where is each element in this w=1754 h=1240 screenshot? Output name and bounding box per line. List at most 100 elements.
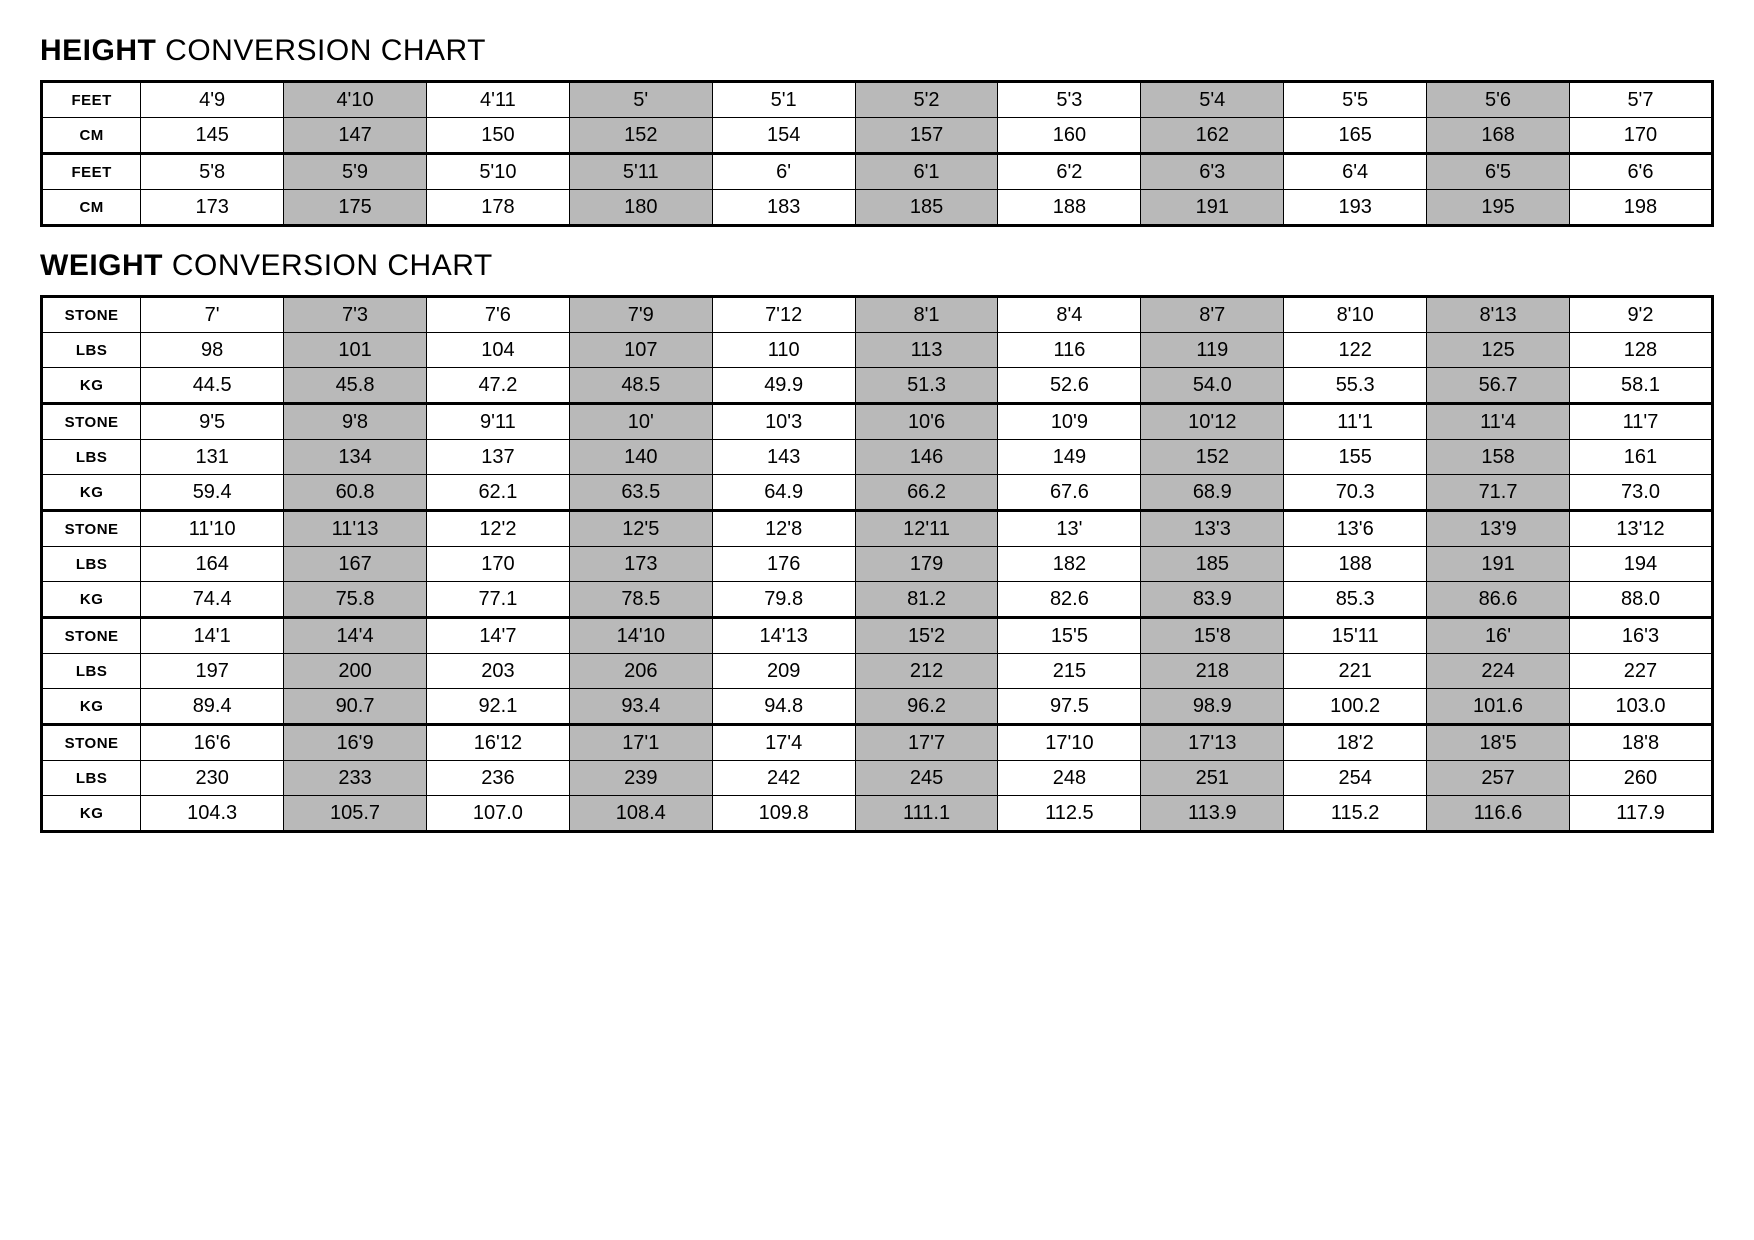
stone-cell: 14'7 <box>426 618 569 654</box>
lbs-cell: 233 <box>284 761 427 796</box>
feet-cell: 5'5 <box>1284 82 1427 118</box>
lbs-cell: 110 <box>712 333 855 368</box>
stone-cell: 8'13 <box>1427 297 1570 333</box>
stone-cell: 7'3 <box>284 297 427 333</box>
lbs-cell: 107 <box>569 333 712 368</box>
cm-cell: 160 <box>998 118 1141 154</box>
kg-cell: 89.4 <box>141 689 284 725</box>
lbs-cell: 206 <box>569 654 712 689</box>
kg-cell: 81.2 <box>855 582 998 618</box>
stone-cell: 16'3 <box>1569 618 1712 654</box>
stone-cell: 11'4 <box>1427 404 1570 440</box>
cm-cell: 193 <box>1284 190 1427 226</box>
lbs-cell: 149 <box>998 440 1141 475</box>
stone-cell: 11'7 <box>1569 404 1712 440</box>
kg-cell: 62.1 <box>426 475 569 511</box>
stone-cell: 12'5 <box>569 511 712 547</box>
lbs-cell: 170 <box>426 547 569 582</box>
row-label-stone: STONE <box>42 725 141 761</box>
cm-cell: 173 <box>141 190 284 226</box>
kg-cell: 93.4 <box>569 689 712 725</box>
lbs-cell: 161 <box>1569 440 1712 475</box>
height-chart-title: HEIGHT CONVERSION CHART <box>40 34 1714 68</box>
kg-cell: 68.9 <box>1141 475 1284 511</box>
lbs-cell: 245 <box>855 761 998 796</box>
lbs-cell: 209 <box>712 654 855 689</box>
lbs-cell: 143 <box>712 440 855 475</box>
row-label-kg: KG <box>42 689 141 725</box>
stone-cell: 18'8 <box>1569 725 1712 761</box>
row-label-feet: FEET <box>42 82 141 118</box>
lbs-cell: 212 <box>855 654 998 689</box>
table-row: CM145147150152154157160162165168170 <box>42 118 1713 154</box>
lbs-cell: 242 <box>712 761 855 796</box>
lbs-cell: 239 <box>569 761 712 796</box>
kg-cell: 85.3 <box>1284 582 1427 618</box>
kg-cell: 52.6 <box>998 368 1141 404</box>
kg-cell: 86.6 <box>1427 582 1570 618</box>
row-label-cm: CM <box>42 118 141 154</box>
row-label-kg: KG <box>42 582 141 618</box>
table-row: LBS131134137140143146149152155158161 <box>42 440 1713 475</box>
feet-cell: 5'8 <box>141 154 284 190</box>
lbs-cell: 227 <box>1569 654 1712 689</box>
kg-cell: 88.0 <box>1569 582 1712 618</box>
lbs-cell: 248 <box>998 761 1141 796</box>
stone-cell: 9'8 <box>284 404 427 440</box>
lbs-cell: 113 <box>855 333 998 368</box>
stone-cell: 9'11 <box>426 404 569 440</box>
stone-cell: 15'8 <box>1141 618 1284 654</box>
stone-cell: 17'7 <box>855 725 998 761</box>
stone-cell: 13' <box>998 511 1141 547</box>
lbs-cell: 158 <box>1427 440 1570 475</box>
kg-cell: 116.6 <box>1427 796 1570 832</box>
stone-cell: 13'6 <box>1284 511 1427 547</box>
lbs-cell: 257 <box>1427 761 1570 796</box>
kg-cell: 98.9 <box>1141 689 1284 725</box>
stone-cell: 13'12 <box>1569 511 1712 547</box>
row-label-stone: STONE <box>42 297 141 333</box>
row-label-kg: KG <box>42 368 141 404</box>
lbs-cell: 125 <box>1427 333 1570 368</box>
stone-cell: 17'1 <box>569 725 712 761</box>
kg-cell: 77.1 <box>426 582 569 618</box>
lbs-cell: 155 <box>1284 440 1427 475</box>
cm-cell: 152 <box>569 118 712 154</box>
cm-cell: 170 <box>1569 118 1712 154</box>
kg-cell: 70.3 <box>1284 475 1427 511</box>
lbs-cell: 152 <box>1141 440 1284 475</box>
kg-cell: 97.5 <box>998 689 1141 725</box>
table-row: CM173175178180183185188191193195198 <box>42 190 1713 226</box>
kg-cell: 83.9 <box>1141 582 1284 618</box>
lbs-cell: 119 <box>1141 333 1284 368</box>
kg-cell: 58.1 <box>1569 368 1712 404</box>
lbs-cell: 164 <box>141 547 284 582</box>
lbs-cell: 104 <box>426 333 569 368</box>
kg-cell: 73.0 <box>1569 475 1712 511</box>
height-conversion-table: FEET4'94'104'115'5'15'25'35'45'55'65'7CM… <box>40 80 1714 227</box>
kg-cell: 108.4 <box>569 796 712 832</box>
kg-cell: 64.9 <box>712 475 855 511</box>
stone-cell: 8'10 <box>1284 297 1427 333</box>
lbs-cell: 116 <box>998 333 1141 368</box>
kg-cell: 79.8 <box>712 582 855 618</box>
row-label-lbs: LBS <box>42 547 141 582</box>
feet-cell: 6'4 <box>1284 154 1427 190</box>
feet-cell: 5'3 <box>998 82 1141 118</box>
kg-cell: 107.0 <box>426 796 569 832</box>
cm-cell: 191 <box>1141 190 1284 226</box>
weight-title-rest: CONVERSION CHART <box>163 249 493 282</box>
row-label-kg: KG <box>42 796 141 832</box>
kg-cell: 48.5 <box>569 368 712 404</box>
weight-conversion-table: STONE7'7'37'67'97'128'18'48'78'108'139'2… <box>40 295 1714 833</box>
lbs-cell: 146 <box>855 440 998 475</box>
kg-cell: 75.8 <box>284 582 427 618</box>
lbs-cell: 128 <box>1569 333 1712 368</box>
feet-cell: 5'9 <box>284 154 427 190</box>
cm-cell: 188 <box>998 190 1141 226</box>
stone-cell: 10'12 <box>1141 404 1284 440</box>
lbs-cell: 182 <box>998 547 1141 582</box>
lbs-cell: 188 <box>1284 547 1427 582</box>
feet-cell: 5'2 <box>855 82 998 118</box>
kg-cell: 59.4 <box>141 475 284 511</box>
